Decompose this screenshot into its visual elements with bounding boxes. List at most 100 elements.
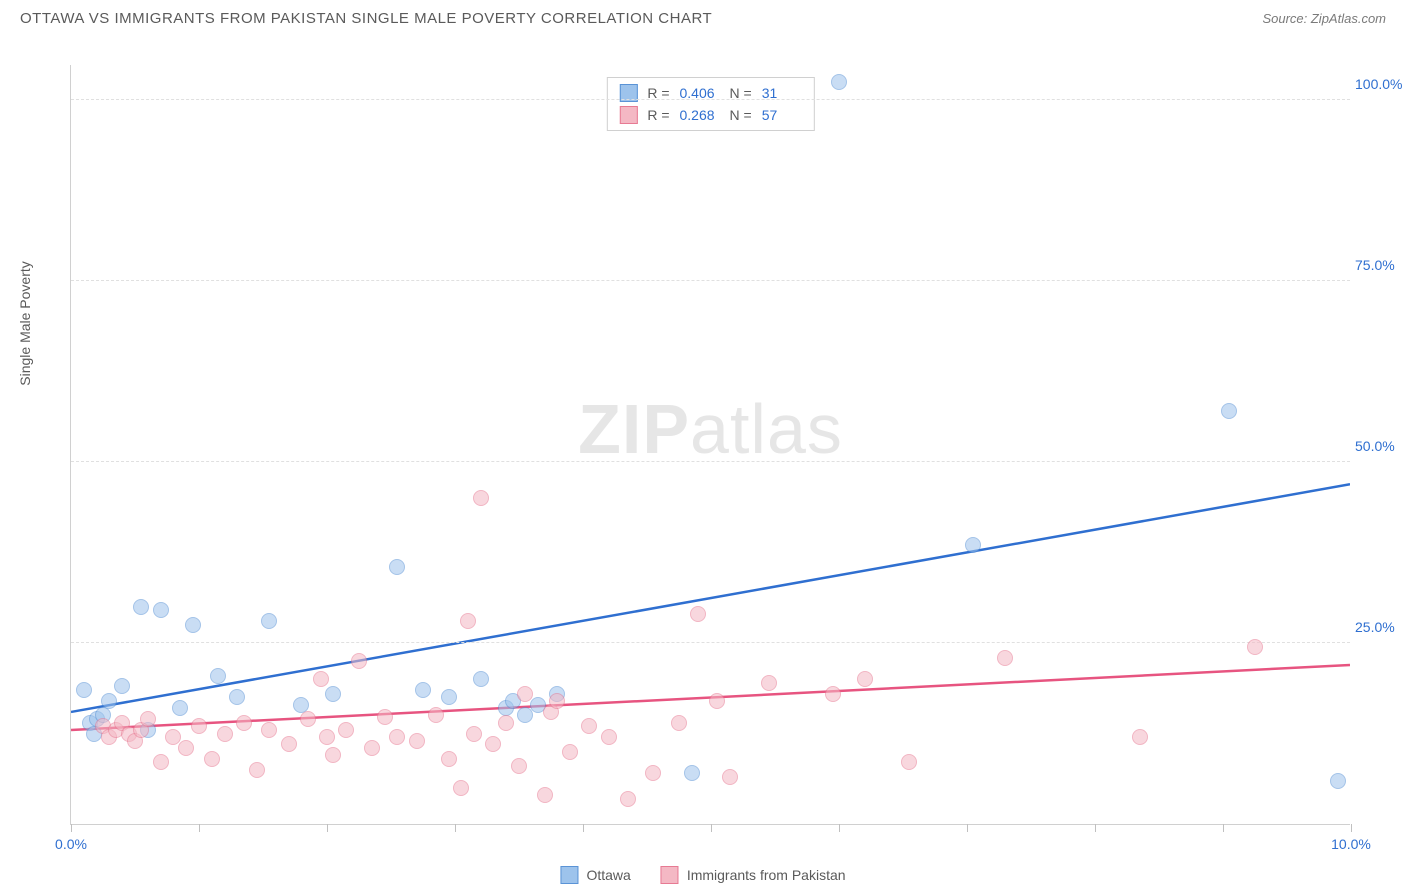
scatter-point (709, 693, 725, 709)
stats-legend: R =0.406N =31R =0.268N =57 (606, 77, 814, 131)
xtick (583, 824, 584, 832)
scatter-point (511, 758, 527, 774)
xtick (1351, 824, 1352, 832)
xtick-label: 10.0% (1331, 836, 1371, 852)
scatter-point (722, 769, 738, 785)
y-axis-label: Single Male Poverty (17, 261, 33, 386)
chart-container: Single Male Poverty ZIPatlas R =0.406N =… (50, 55, 1350, 825)
scatter-point (300, 711, 316, 727)
scatter-point (178, 740, 194, 756)
scatter-point (1247, 639, 1263, 655)
series-legend: Ottawa Immigrants from Pakistan (560, 866, 845, 884)
scatter-point (690, 606, 706, 622)
xtick (839, 824, 840, 832)
scatter-point (229, 689, 245, 705)
scatter-point (140, 711, 156, 727)
scatter-point (415, 682, 431, 698)
gridline (71, 99, 1350, 100)
scatter-point (185, 617, 201, 633)
series-name: Immigrants from Pakistan (687, 867, 846, 883)
scatter-point (389, 729, 405, 745)
xtick (71, 824, 72, 832)
scatter-point (517, 686, 533, 702)
series-legend-item: Ottawa (560, 866, 630, 884)
scatter-point (537, 787, 553, 803)
ytick-label: 100.0% (1355, 76, 1406, 92)
scatter-point (428, 707, 444, 723)
scatter-point (498, 715, 514, 731)
n-value: 57 (762, 107, 802, 123)
chart-title: OTTAWA VS IMMIGRANTS FROM PAKISTAN SINGL… (20, 10, 712, 27)
scatter-point (217, 726, 233, 742)
r-label: R = (647, 107, 669, 123)
scatter-point (645, 765, 661, 781)
scatter-point (1132, 729, 1148, 745)
scatter-point (261, 722, 277, 738)
scatter-point (338, 722, 354, 738)
series-name: Ottawa (586, 867, 630, 883)
scatter-point (441, 689, 457, 705)
legend-swatch (619, 106, 637, 124)
scatter-point (325, 686, 341, 702)
plot-area: ZIPatlas R =0.406N =31R =0.268N =57 25.0… (70, 65, 1350, 825)
xtick (199, 824, 200, 832)
scatter-point (901, 754, 917, 770)
scatter-point (133, 599, 149, 615)
scatter-point (684, 765, 700, 781)
scatter-point (364, 740, 380, 756)
scatter-point (76, 682, 92, 698)
xtick (711, 824, 712, 832)
chart-header: OTTAWA VS IMMIGRANTS FROM PAKISTAN SINGL… (0, 0, 1406, 32)
xtick (327, 824, 328, 832)
gridline (71, 642, 1350, 643)
scatter-point (620, 791, 636, 807)
ytick-label: 50.0% (1355, 438, 1406, 454)
n-label: N = (730, 107, 752, 123)
scatter-point (319, 729, 335, 745)
scatter-point (101, 693, 117, 709)
gridline (71, 280, 1350, 281)
scatter-point (236, 715, 252, 731)
trendlines-svg (71, 65, 1350, 824)
scatter-point (172, 700, 188, 716)
xtick (1095, 824, 1096, 832)
scatter-point (562, 744, 578, 760)
scatter-point (825, 686, 841, 702)
scatter-point (389, 559, 405, 575)
scatter-point (441, 751, 457, 767)
scatter-point (325, 747, 341, 763)
scatter-point (965, 537, 981, 553)
scatter-point (114, 678, 130, 694)
xtick (967, 824, 968, 832)
scatter-point (997, 650, 1013, 666)
scatter-point (671, 715, 687, 731)
scatter-point (153, 754, 169, 770)
ytick-label: 75.0% (1355, 257, 1406, 273)
scatter-point (409, 733, 425, 749)
scatter-point (485, 736, 501, 752)
scatter-point (210, 668, 226, 684)
scatter-point (153, 602, 169, 618)
scatter-point (281, 736, 297, 752)
ytick-label: 25.0% (1355, 619, 1406, 635)
xtick-label: 0.0% (55, 836, 87, 852)
watermark-text: ZIPatlas (578, 389, 843, 469)
scatter-point (313, 671, 329, 687)
scatter-point (601, 729, 617, 745)
scatter-point (460, 613, 476, 629)
scatter-point (453, 780, 469, 796)
scatter-point (466, 726, 482, 742)
scatter-point (249, 762, 265, 778)
xtick (1223, 824, 1224, 832)
scatter-point (204, 751, 220, 767)
scatter-point (377, 709, 393, 725)
scatter-point (581, 718, 597, 734)
scatter-point (1221, 403, 1237, 419)
scatter-point (517, 707, 533, 723)
xtick (455, 824, 456, 832)
scatter-point (351, 653, 367, 669)
scatter-point (857, 671, 873, 687)
legend-swatch (661, 866, 679, 884)
scatter-point (549, 693, 565, 709)
scatter-point (473, 671, 489, 687)
